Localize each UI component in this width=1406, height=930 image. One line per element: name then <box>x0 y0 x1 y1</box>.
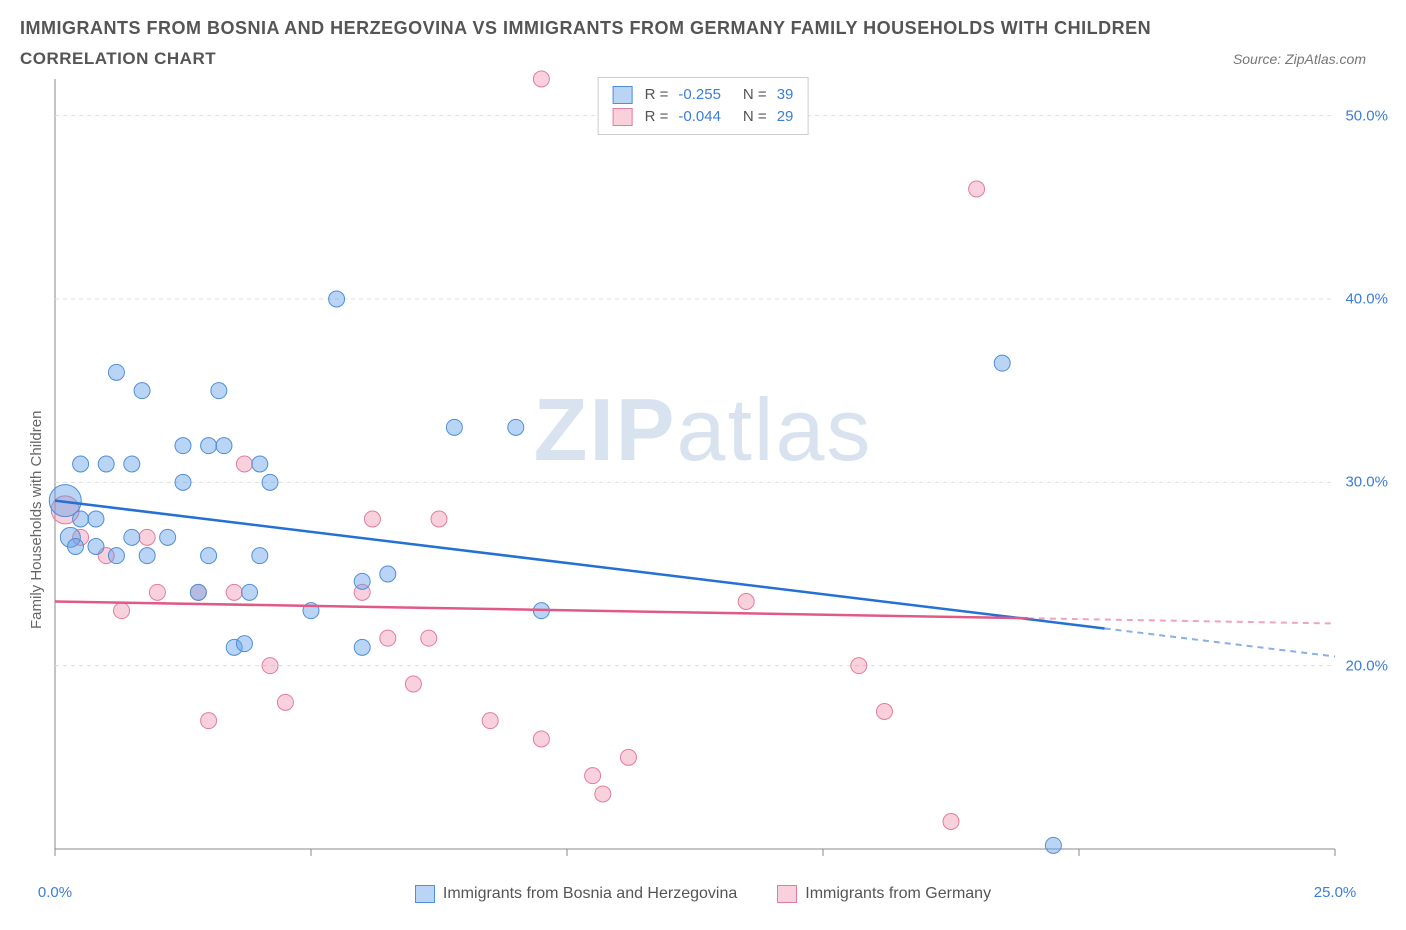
legend-n-label: N = <box>743 84 767 106</box>
scatter-point <box>354 639 370 655</box>
legend-correlation-row: R = -0.044 N = 29 <box>613 106 794 128</box>
legend-n-value: 29 <box>777 106 794 128</box>
legend-r-label: R = <box>645 106 669 128</box>
scatter-point <box>508 419 524 435</box>
legend-swatch <box>415 885 435 903</box>
scatter-point <box>380 630 396 646</box>
scatter-point <box>226 584 242 600</box>
scatter-point <box>533 71 549 87</box>
scatter-point <box>482 713 498 729</box>
scatter-point <box>994 355 1010 371</box>
title-block: IMMIGRANTS FROM BOSNIA AND HERZEGOVINA V… <box>0 0 1406 69</box>
correlation-chart: Family Households with Children ZIPatlas… <box>0 69 1406 909</box>
page-title-line1: IMMIGRANTS FROM BOSNIA AND HERZEGOVINA V… <box>20 18 1386 39</box>
scatter-point <box>211 383 227 399</box>
legend-correlation-row: R = -0.255 N = 39 <box>613 84 794 106</box>
scatter-point <box>201 438 217 454</box>
legend-series-label: Immigrants from Bosnia and Herzegovina <box>443 885 737 903</box>
scatter-point <box>252 548 268 564</box>
y-tick-label: 50.0% <box>1345 107 1388 124</box>
scatter-point <box>851 658 867 674</box>
legend-series-label: Immigrants from Germany <box>805 885 991 903</box>
scatter-point <box>329 291 345 307</box>
scatter-point <box>262 658 278 674</box>
scatter-point <box>139 529 155 545</box>
scatter-point <box>73 511 89 527</box>
scatter-point <box>354 573 370 589</box>
scatter-point <box>405 676 421 692</box>
scatter-point <box>98 456 114 472</box>
legend-r-label: R = <box>645 84 669 106</box>
scatter-point <box>364 511 380 527</box>
scatter-point <box>201 713 217 729</box>
legend-series-item: Immigrants from Bosnia and Herzegovina <box>415 885 737 903</box>
y-tick-label: 30.0% <box>1345 474 1388 491</box>
scatter-point <box>533 731 549 747</box>
scatter-point <box>446 419 462 435</box>
scatter-point <box>67 539 83 555</box>
scatter-point <box>190 584 206 600</box>
scatter-point <box>160 529 176 545</box>
scatter-point <box>236 636 252 652</box>
scatter-point <box>88 539 104 555</box>
x-tick-label: 0.0% <box>38 884 72 901</box>
page-title-line2: CORRELATION CHART <box>20 49 216 69</box>
scatter-point <box>108 548 124 564</box>
scatter-point <box>149 584 165 600</box>
trend-line-extrapolated <box>1028 618 1335 623</box>
scatter-point <box>124 456 140 472</box>
legend-series-item: Immigrants from Germany <box>777 885 991 903</box>
legend-swatch <box>613 108 633 126</box>
scatter-point <box>201 548 217 564</box>
scatter-point <box>421 630 437 646</box>
scatter-point <box>175 438 191 454</box>
legend-swatch <box>613 86 633 104</box>
source-credit: Source: ZipAtlas.com <box>1233 51 1386 67</box>
legend-r-value: -0.044 <box>678 106 721 128</box>
scatter-point <box>88 511 104 527</box>
source-prefix: Source: <box>1233 51 1285 67</box>
scatter-point <box>114 603 130 619</box>
scatter-point <box>175 474 191 490</box>
scatter-point <box>252 456 268 472</box>
scatter-point <box>124 529 140 545</box>
legend-n-value: 39 <box>777 84 794 106</box>
scatter-point <box>108 364 124 380</box>
scatter-point <box>969 181 985 197</box>
legend-r-value: -0.255 <box>678 84 721 106</box>
scatter-point <box>139 548 155 564</box>
legend-n-label: N = <box>743 106 767 128</box>
x-tick-label: 25.0% <box>1314 884 1357 901</box>
scatter-point <box>216 438 232 454</box>
source-name: ZipAtlas.com <box>1285 51 1366 67</box>
legend-series: Immigrants from Bosnia and Herzegovina Im… <box>0 885 1406 903</box>
scatter-point <box>1045 837 1061 853</box>
legend-swatch <box>777 885 797 903</box>
scatter-point <box>134 383 150 399</box>
y-tick-label: 20.0% <box>1345 657 1388 674</box>
scatter-point <box>262 474 278 490</box>
scatter-point <box>242 584 258 600</box>
scatter-point <box>595 786 611 802</box>
scatter-point <box>943 814 959 830</box>
scatter-point <box>585 768 601 784</box>
scatter-point <box>236 456 252 472</box>
chart-svg <box>0 69 1406 899</box>
legend-correlation: R = -0.255 N = 39 R = -0.044 N = 29 <box>598 77 809 135</box>
scatter-point <box>738 594 754 610</box>
scatter-point <box>431 511 447 527</box>
scatter-point <box>73 456 89 472</box>
y-tick-label: 40.0% <box>1345 291 1388 308</box>
scatter-point <box>277 694 293 710</box>
scatter-point <box>380 566 396 582</box>
scatter-point <box>876 704 892 720</box>
trend-line-extrapolated <box>1105 628 1335 656</box>
scatter-point <box>620 749 636 765</box>
